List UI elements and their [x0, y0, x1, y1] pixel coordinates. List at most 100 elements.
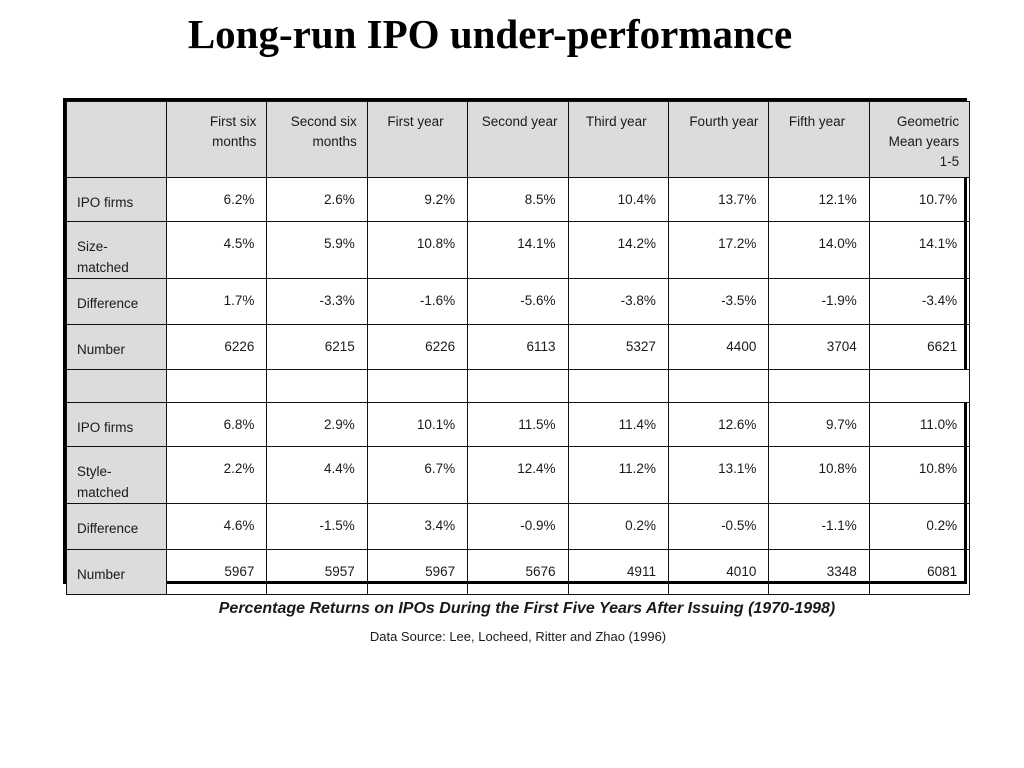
table-cell: 4.4%: [266, 446, 368, 504]
spacer-cell: [66, 369, 167, 403]
data-source-note: Data Source: Lee, Locheed, Ritter and Zh…: [369, 629, 667, 644]
table-cell: 6226: [165, 324, 268, 370]
table-cell: 6.7%: [366, 446, 469, 504]
spacer-cell: [768, 369, 870, 403]
column-header: Second year: [467, 101, 569, 178]
row-label: Style-matched: [66, 446, 167, 504]
table-cell: 14.1%: [868, 221, 971, 279]
table-cell: 11.2%: [567, 446, 669, 504]
table-row: Difference 1.7% -3.3% -1.6% -5.6% -3.8% …: [66, 278, 971, 325]
table-row: IPO firms 6.8% 2.9% 10.1% 11.5% 11.4% 12…: [66, 402, 971, 447]
table-cell: -3.3%: [266, 278, 368, 325]
table-row: Style-matched 2.2% 4.4% 6.7% 12.4% 11.2%…: [66, 446, 971, 504]
table-cell: -3.8%: [567, 278, 669, 325]
row-label: Difference: [66, 503, 167, 550]
column-header: Geometric Mean years 1-5: [868, 101, 971, 178]
table-spacer-row: [66, 369, 971, 403]
table-cell: 2.9%: [266, 402, 368, 447]
table-cell: -3.5%: [667, 278, 770, 325]
row-label: Number: [66, 549, 167, 595]
table-cell: 1.7%: [165, 278, 268, 325]
table-cell: 14.0%: [768, 221, 870, 279]
table-cell: 12.1%: [768, 177, 870, 222]
table-cell: 11.5%: [467, 402, 569, 447]
table-cell: 6081: [868, 549, 971, 595]
table-cell: 9.2%: [366, 177, 469, 222]
table-cell: 3704: [768, 324, 870, 370]
table-cell: 4400: [667, 324, 770, 370]
table-cell: 8.5%: [467, 177, 569, 222]
table-cell: 4010: [667, 549, 770, 595]
table-cell: 6113: [467, 324, 569, 370]
spacer-cell: [266, 369, 368, 403]
table-cell: -3.4%: [868, 278, 971, 325]
table-cell: 4.5%: [165, 221, 268, 279]
table-cell: 6.2%: [165, 177, 268, 222]
table-cell: 5967: [366, 549, 469, 595]
table-cell: 13.1%: [667, 446, 770, 504]
spacer-cell: [868, 369, 971, 403]
table-cell: 17.2%: [667, 221, 770, 279]
table-row: Number 6226 6215 6226 6113 5327 4400 370…: [66, 324, 971, 370]
table-cell: 5.9%: [266, 221, 368, 279]
table-cell: 6621: [868, 324, 971, 370]
table-cell: 9.7%: [768, 402, 870, 447]
table-cell: 12.6%: [667, 402, 770, 447]
spacer-cell: [567, 369, 669, 403]
table-row: Difference 4.6% -1.5% 3.4% -0.9% 0.2% -0…: [66, 503, 971, 550]
table-cell: 0.2%: [567, 503, 669, 550]
row-label: Number: [66, 324, 167, 370]
table-cell: 2.2%: [165, 446, 268, 504]
spacer-cell: [165, 369, 268, 403]
spacer-cell: [667, 369, 770, 403]
row-label: IPO firms: [66, 177, 167, 222]
table-row: IPO firms 6.2% 2.6% 9.2% 8.5% 10.4% 13.7…: [66, 177, 971, 222]
column-header: First year: [366, 101, 469, 178]
table-cell: 4.6%: [165, 503, 268, 550]
header-corner-cell: [66, 101, 167, 178]
table-row: Number 5967 5957 5967 5676 4911 4010 334…: [66, 549, 971, 595]
table-cell: 10.7%: [868, 177, 971, 222]
table-cell: 10.8%: [868, 446, 971, 504]
table-cell: 5327: [567, 324, 669, 370]
column-header: First six months: [165, 101, 268, 178]
table-cell: 3.4%: [366, 503, 469, 550]
table-cell: 3348: [768, 549, 870, 595]
table-cell: -0.5%: [667, 503, 770, 550]
row-label: Size-matched: [66, 221, 167, 279]
column-header: Fifth year: [768, 101, 870, 178]
table-cell: 0.2%: [868, 503, 971, 550]
table-cell: 14.2%: [567, 221, 669, 279]
ipo-returns-table: First six months Second six months First…: [66, 101, 971, 595]
table-cell: 6226: [366, 324, 469, 370]
table-header-row: First six months Second six months First…: [66, 101, 971, 178]
table-cell: 12.4%: [467, 446, 569, 504]
table-cell: 10.8%: [768, 446, 870, 504]
table-cell: -1.5%: [266, 503, 368, 550]
table-cell: 10.8%: [366, 221, 469, 279]
table-cell: 4911: [567, 549, 669, 595]
table-caption: Percentage Returns on IPOs During the Fi…: [218, 600, 836, 617]
table-cell: 11.4%: [567, 402, 669, 447]
table-cell: 11.0%: [868, 402, 971, 447]
row-label: Difference: [66, 278, 167, 325]
table-cell: 5957: [266, 549, 368, 595]
table-cell: 13.7%: [667, 177, 770, 222]
table-cell: 5967: [165, 549, 268, 595]
table-cell: -5.6%: [467, 278, 569, 325]
table-cell: 10.4%: [567, 177, 669, 222]
table-cell: -1.6%: [366, 278, 469, 325]
table-cell: 14.1%: [467, 221, 569, 279]
column-header: Second six months: [266, 101, 368, 178]
table-cell: 6215: [266, 324, 368, 370]
table-cell: 6.8%: [165, 402, 268, 447]
table-cell: 5676: [467, 549, 569, 595]
table-cell: -0.9%: [467, 503, 569, 550]
row-label: IPO firms: [66, 402, 167, 447]
column-header: Fourth year: [667, 101, 770, 178]
table-cell: 10.1%: [366, 402, 469, 447]
spacer-cell: [467, 369, 569, 403]
column-header: Third year: [567, 101, 669, 178]
returns-table-container: First six months Second six months First…: [63, 98, 971, 595]
spacer-cell: [366, 369, 469, 403]
